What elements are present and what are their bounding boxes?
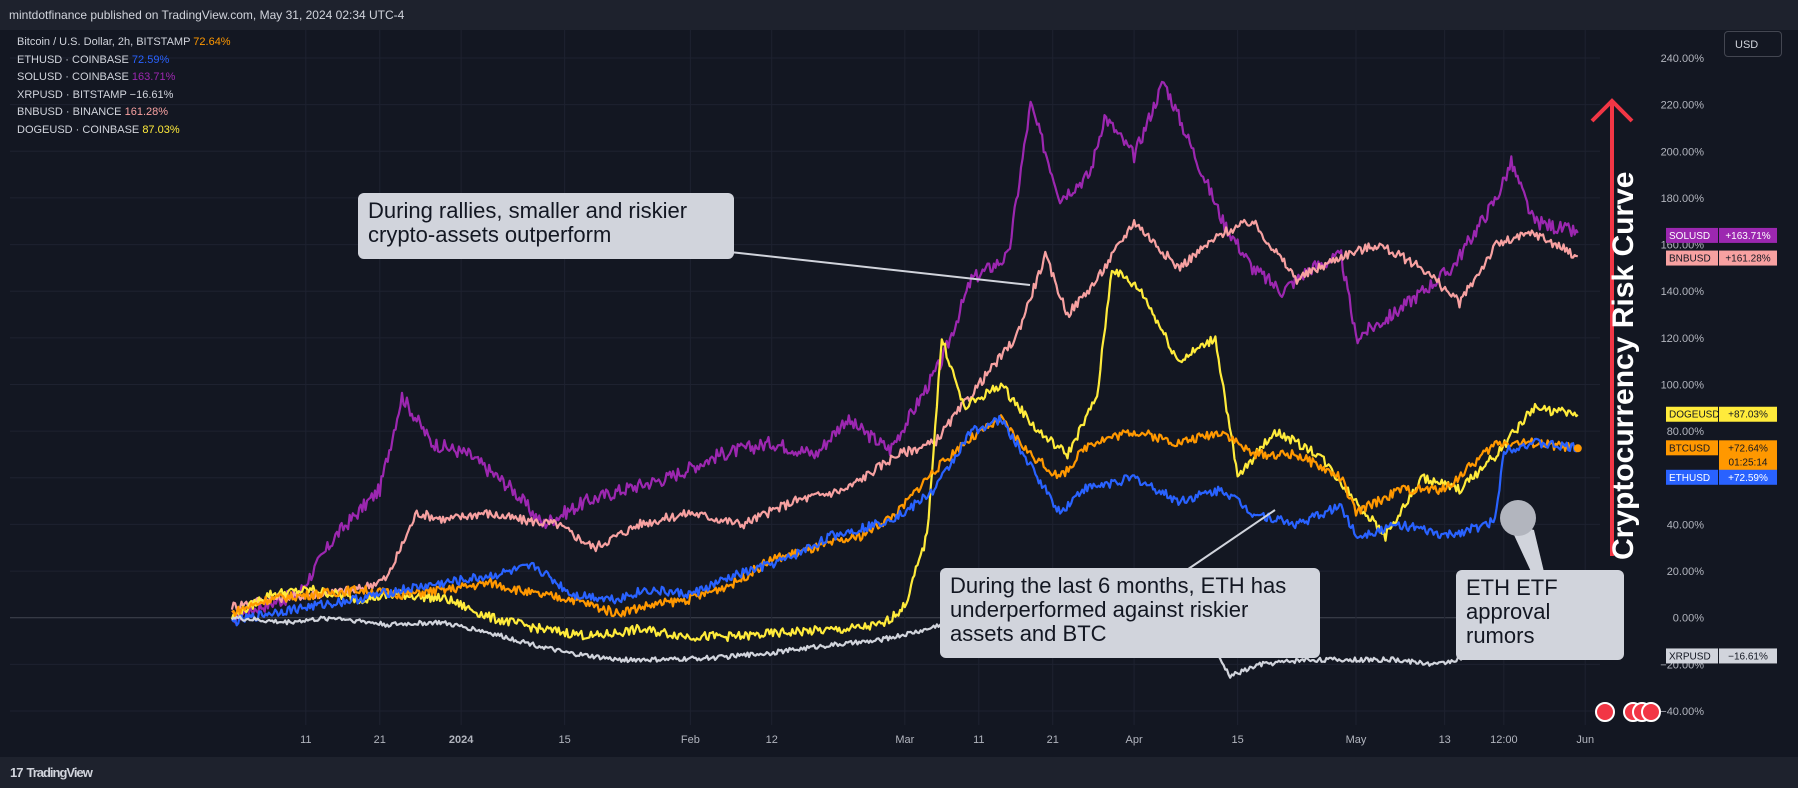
- price-tag-name: BNBUSD: [1669, 254, 1711, 265]
- x-tick-label: 12:00: [1490, 734, 1518, 746]
- price-tag-value: +72.59%: [1728, 473, 1768, 484]
- price-tag-bnbusd: BNBUSD +161.28%: [1666, 250, 1777, 266]
- price-tag-name-bg: [1666, 227, 1718, 243]
- x-tick-label: 11: [300, 734, 311, 746]
- price-tag-ethusd: ETHUSD +72.59%: [1666, 469, 1777, 485]
- eth-pointer-line: [1174, 509, 1276, 579]
- legend-row-sol[interactable]: SOLUSD · COINBASE 163.71%: [17, 71, 176, 83]
- price-tag-name-bg: [1666, 250, 1718, 266]
- price-tag-value: +163.71%: [1725, 231, 1770, 242]
- y-tick-label: 120.00%: [1661, 333, 1705, 345]
- x-tick-label: May: [1346, 734, 1367, 746]
- y-tick-label: 80.00%: [1667, 426, 1705, 438]
- price-tag-name: XRPUSD: [1669, 651, 1711, 662]
- price-tag-xrpusd: XRPUSD −16.61%: [1666, 648, 1777, 664]
- y-tick-label: 220.00%: [1661, 100, 1705, 112]
- price-tags: SOLUSD +163.71% BNBUSD +161.28% DOGEUSD +87.0…: [1666, 227, 1777, 664]
- btc-last-point: [1573, 444, 1582, 453]
- x-tick-label: 12: [766, 734, 778, 746]
- risk-curve-label: Cryptocurrency Risk Curve: [1607, 171, 1640, 560]
- legend-value: −16.61%: [129, 88, 174, 101]
- y-tick-label: 100.00%: [1661, 379, 1705, 391]
- price-tag-value-bg: [1719, 227, 1777, 243]
- legend-row-btc[interactable]: Bitcoin / U.S. Dollar, 2h, BITSTAMP 72.6…: [17, 36, 231, 48]
- price-tag-name-bg: [1666, 469, 1718, 485]
- x-tick-label: Apr: [1126, 734, 1143, 746]
- x-tick-label: 15: [559, 734, 571, 746]
- legend-value: 72.64%: [193, 36, 231, 48]
- rally-pointer-line: [729, 251, 1031, 286]
- x-tick-label: 11: [973, 734, 984, 746]
- chart-overlays: [729, 98, 1634, 579]
- price-tag-dogeusd: DOGEUSD +87.03%: [1666, 406, 1777, 422]
- x-tick-label: 15: [1232, 734, 1244, 746]
- chart-grid: [10, 30, 1600, 725]
- price-tag-value: −16.61%: [1728, 651, 1768, 662]
- legend-row-bnb[interactable]: BNBUSD · BINANCE 161.28%: [17, 106, 169, 118]
- legend-value: 87.03%: [142, 123, 180, 136]
- legend-row-doge[interactable]: DOGEUSD · COINBASE 87.03%: [17, 123, 180, 136]
- legend-value: 161.28%: [124, 106, 169, 118]
- y-tick-label: 200.00%: [1661, 146, 1705, 158]
- rally-note: During rallies, smaller and riskier cryp…: [358, 193, 734, 259]
- etf-rumors-note: ETH ETF approval rumors: [1456, 570, 1624, 660]
- series-line-bnbusd: [230, 218, 1578, 611]
- footer-bar: 17 TradingView: [0, 757, 1798, 788]
- legend-value: 163.71%: [131, 71, 176, 83]
- y-tick-label: 40.00%: [1667, 519, 1705, 531]
- y-tick-label: 0.00%: [1673, 613, 1704, 625]
- price-tag-countdown: 01:25:14: [1729, 457, 1768, 468]
- x-tick-label: Mar: [895, 734, 914, 746]
- series-legend: Bitcoin / U.S. Dollar, 2h, BITSTAMP 72.6…: [17, 34, 231, 139]
- y-tick-label: 240.00%: [1661, 53, 1705, 65]
- us-flag-icon[interactable]: [1641, 702, 1661, 722]
- price-tag-name: DOGEUSD: [1669, 410, 1720, 421]
- risk-arrow-head: [1590, 98, 1634, 123]
- publish-header: mintdotfinance published on TradingView.…: [0, 0, 1798, 30]
- y-tick-label: −40.00%: [1660, 706, 1704, 718]
- price-tag-value: +161.28%: [1725, 254, 1770, 265]
- series-line-ethusd: [231, 415, 1579, 627]
- price-tag-value: +72.64%: [1728, 443, 1768, 454]
- legend-value: 72.59%: [131, 53, 170, 66]
- price-tag-name: SOLUSD: [1669, 231, 1710, 242]
- legend-row-xrp[interactable]: XRPUSD · BITSTAMP −16.61%: [17, 88, 174, 101]
- chart-series: [230, 80, 1582, 679]
- price-tag-value-bg: [1719, 250, 1777, 266]
- tradingview-logo-text: TradingView: [26, 765, 92, 780]
- price-tag-value: +87.03%: [1728, 410, 1768, 421]
- event-flags: [1595, 702, 1661, 722]
- price-tag-name-bg: [1666, 648, 1718, 664]
- price-tag-value-bg: [1719, 648, 1777, 664]
- series-line-solusd: [231, 80, 1579, 624]
- price-tag-name-bg: [1666, 440, 1718, 456]
- price-tag-name: BTCUSD: [1669, 443, 1710, 454]
- price-tag-value-bg: [1719, 406, 1777, 422]
- series-line-xrpusd: [231, 582, 1578, 679]
- price-tag-name: ETHUSD: [1669, 473, 1710, 484]
- price-tag-value-bg: [1719, 440, 1777, 471]
- tradingview-logo[interactable]: 17 TradingView: [10, 765, 96, 780]
- tradingview-logo-mark-icon: 17: [10, 765, 24, 780]
- x-tick-label: 2024: [449, 734, 474, 746]
- price-tag-name-bg: [1666, 406, 1718, 422]
- x-tick-label: 13: [1439, 734, 1451, 746]
- price-tag-solusd: SOLUSD +163.71%: [1666, 227, 1777, 243]
- y-tick-label: 140.00%: [1661, 286, 1705, 298]
- x-tick-label: 21: [1047, 734, 1059, 746]
- y-tick-label: 180.00%: [1661, 193, 1705, 205]
- x-tick-label: Jun: [1576, 734, 1594, 746]
- us-flag-icon[interactable]: [1595, 702, 1615, 722]
- legend-row-eth[interactable]: ETHUSD · COINBASE 72.59%: [17, 53, 170, 66]
- eth-underperform-note: During the last 6 months, ETH has underp…: [940, 568, 1320, 658]
- currency-button[interactable]: USD: [1724, 31, 1782, 57]
- etf-marker-circle: [1500, 500, 1536, 536]
- price-tag-btcusd: BTCUSD +72.64% 01:25:14: [1666, 440, 1777, 471]
- x-tick-label: Feb: [681, 734, 700, 746]
- price-tag-value-bg: [1719, 469, 1777, 485]
- x-tick-label: 21: [374, 734, 386, 746]
- series-line-btcusd: [231, 414, 1579, 618]
- y-tick-label: 20.00%: [1667, 566, 1705, 578]
